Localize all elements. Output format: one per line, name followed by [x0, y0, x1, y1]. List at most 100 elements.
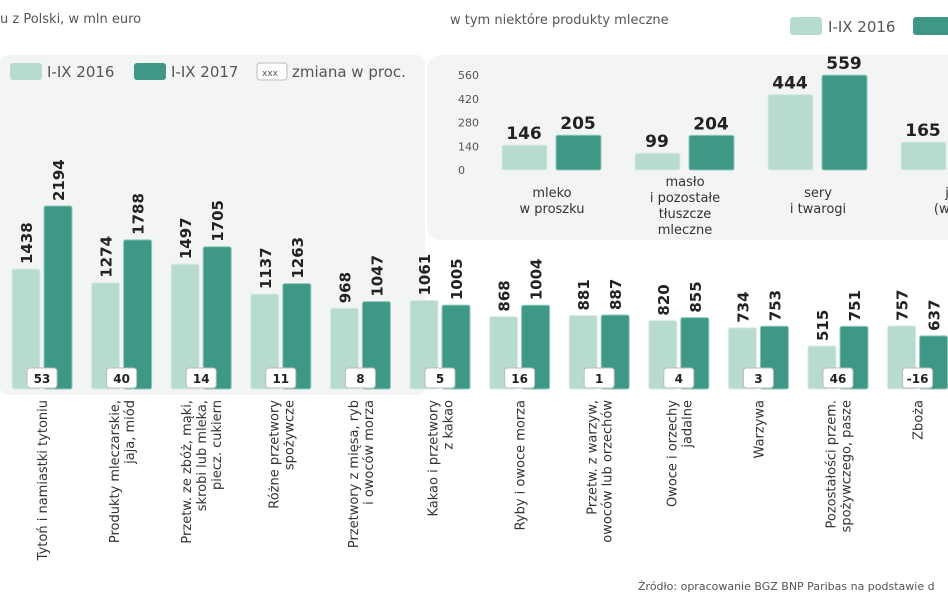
category-label: Zboża: [912, 400, 927, 440]
category-group: 734 753 3 Warzywa: [727, 290, 789, 458]
legend-swatch-2016: [10, 63, 42, 80]
inset-legend-swatch-2017: [913, 17, 948, 35]
inset-bar-value: 444: [772, 74, 808, 94]
bar-2017: [282, 283, 312, 390]
inset-category-label: mleko: [532, 186, 571, 201]
category-label: i owoców morza: [362, 400, 377, 505]
category-label: Pozostałości przem.: [825, 400, 840, 528]
change-badge: [504, 367, 536, 389]
inset-bar-2017: [688, 134, 735, 171]
bar-2016: [170, 263, 200, 390]
change-badge: [902, 367, 934, 389]
category-label: owoców lub orzechów: [601, 400, 616, 543]
category-label: Przetw. z warzyw,: [586, 400, 601, 515]
legend-change-box-text: xxx: [262, 69, 279, 79]
bar-2016: [409, 300, 439, 390]
change-value: 1: [595, 372, 603, 386]
inset-category-label: tłuszcze: [659, 207, 712, 222]
bar-2017: [123, 239, 153, 390]
category-group: 868 1004 16 Ryby i owoce morza: [489, 259, 551, 530]
category-group: 515 751 46 Pozostałości przem. spożywczego, …: [807, 290, 869, 532]
change-badge: [663, 367, 695, 389]
category-group: 1061 1005 5 Kakao i przetwory z kakao: [409, 254, 471, 517]
bar-value-label: 1137: [257, 247, 275, 289]
inset-bar-value: 204: [693, 114, 729, 134]
source-note: Źródło: opracowanie BGZ BNP Paribas na p…: [638, 580, 935, 593]
bar-2017: [361, 301, 391, 390]
category-group: 1137 1263 11 Różne przetwory spożywcze: [250, 237, 312, 509]
inset-panel: [427, 55, 948, 240]
change-badge: [185, 367, 217, 389]
category-group: 968 1047 8 Przetwory z mięsa, ryb i owoców m…: [329, 255, 391, 548]
bar-value-label: 2194: [50, 159, 68, 201]
bar-2017: [202, 246, 232, 390]
change-badge: [344, 367, 376, 389]
change-value: 8: [356, 372, 364, 386]
change-badge: [424, 367, 456, 389]
inset-bar-2016: [501, 144, 548, 171]
category-label: Warzywa: [752, 400, 767, 458]
chart-title: u z Polski, w mln euro: [0, 12, 141, 27]
bar-2016: [11, 268, 41, 390]
change-badge: [742, 367, 774, 389]
change-badge: [822, 367, 854, 389]
change-value: 14: [193, 372, 210, 386]
inset-bar-value: 205: [560, 114, 596, 134]
inset-category-label: masło: [665, 175, 704, 190]
bar-value-label: 868: [496, 280, 514, 311]
change-value: 40: [113, 372, 130, 386]
bar-2016: [91, 282, 121, 390]
inset-legend-swatch-2016: [790, 17, 822, 35]
legend-label-2016: I-IX 2016: [47, 63, 114, 81]
inset-bar-2017: [821, 74, 868, 171]
category-group: 1274 1788 40 Produkty mleczarskie, jaja, mió…: [91, 193, 153, 543]
bar-value-label: 820: [655, 284, 673, 315]
inset-legend-label-2016: I-IX 2016: [828, 18, 895, 36]
inset-y-tick: 560: [458, 69, 479, 82]
bar-value-label: 1061: [416, 254, 434, 296]
legend-change-box: [256, 62, 288, 81]
inset-y-tick: 140: [458, 140, 479, 153]
bar-value-label: 881: [575, 279, 593, 310]
bar-value-label: 1004: [528, 259, 546, 301]
bar-value-label: 515: [814, 310, 832, 341]
main-legend: I-IX 2016 I-IX 2017 xxx zmiana w proc.: [10, 62, 406, 81]
category-label: jadalne: [680, 400, 695, 449]
category-group: 1497 1705 14 Przetw. ze zbóż, mąki, skrobi l…: [170, 200, 232, 544]
bar-value-label: 1705: [209, 200, 227, 242]
category-group: 1438 2194 53 Tytoń i namiastki tytoniu: [11, 159, 73, 561]
change-value: 16: [511, 372, 528, 386]
change-value: -16: [907, 372, 929, 386]
category-label: Owoce i orzechy: [665, 400, 680, 507]
legend-swatch-2017: [134, 63, 166, 80]
bar-value-label: 887: [607, 279, 625, 310]
inset-y-tick: 280: [458, 117, 479, 130]
bar-2017: [43, 205, 73, 390]
category-label: Różne przetwory: [267, 400, 282, 509]
inset-bar-2016: [634, 152, 681, 171]
inset-bar-2017: [555, 134, 602, 171]
legend-label-2017: I-IX 2017: [171, 63, 238, 81]
inset-y-tick: 0: [458, 164, 465, 177]
bar-value-label: 1788: [130, 193, 148, 235]
bar-value-label: 855: [687, 281, 705, 312]
change-value: 4: [675, 372, 683, 386]
inset-bar-value: 146: [506, 124, 542, 144]
inset-category-label: (w sk: [934, 202, 948, 217]
change-value: 46: [830, 372, 847, 386]
category-group: 881 887 1 Przetw. z warzyw, owoców lub orzec…: [568, 279, 630, 543]
bar-value-label: 1274: [98, 236, 116, 278]
category-group: 820 855 4 Owoce i orzechy jadalne: [648, 281, 710, 507]
category-label: Przetwory z mięsa, ryb: [347, 400, 362, 548]
category-group: 757 637 -16 Zboża: [887, 290, 948, 440]
legend-change-label: zmiana w proc.: [292, 63, 406, 81]
change-value: 11: [272, 372, 289, 386]
bar-value-label: 734: [734, 291, 752, 322]
inset-title: w tym niektóre produkty mleczne: [450, 13, 669, 28]
change-value: 3: [754, 372, 762, 386]
category-label: spożywczego, pasze: [840, 400, 855, 532]
inset-category-label: mleczne: [658, 223, 712, 238]
